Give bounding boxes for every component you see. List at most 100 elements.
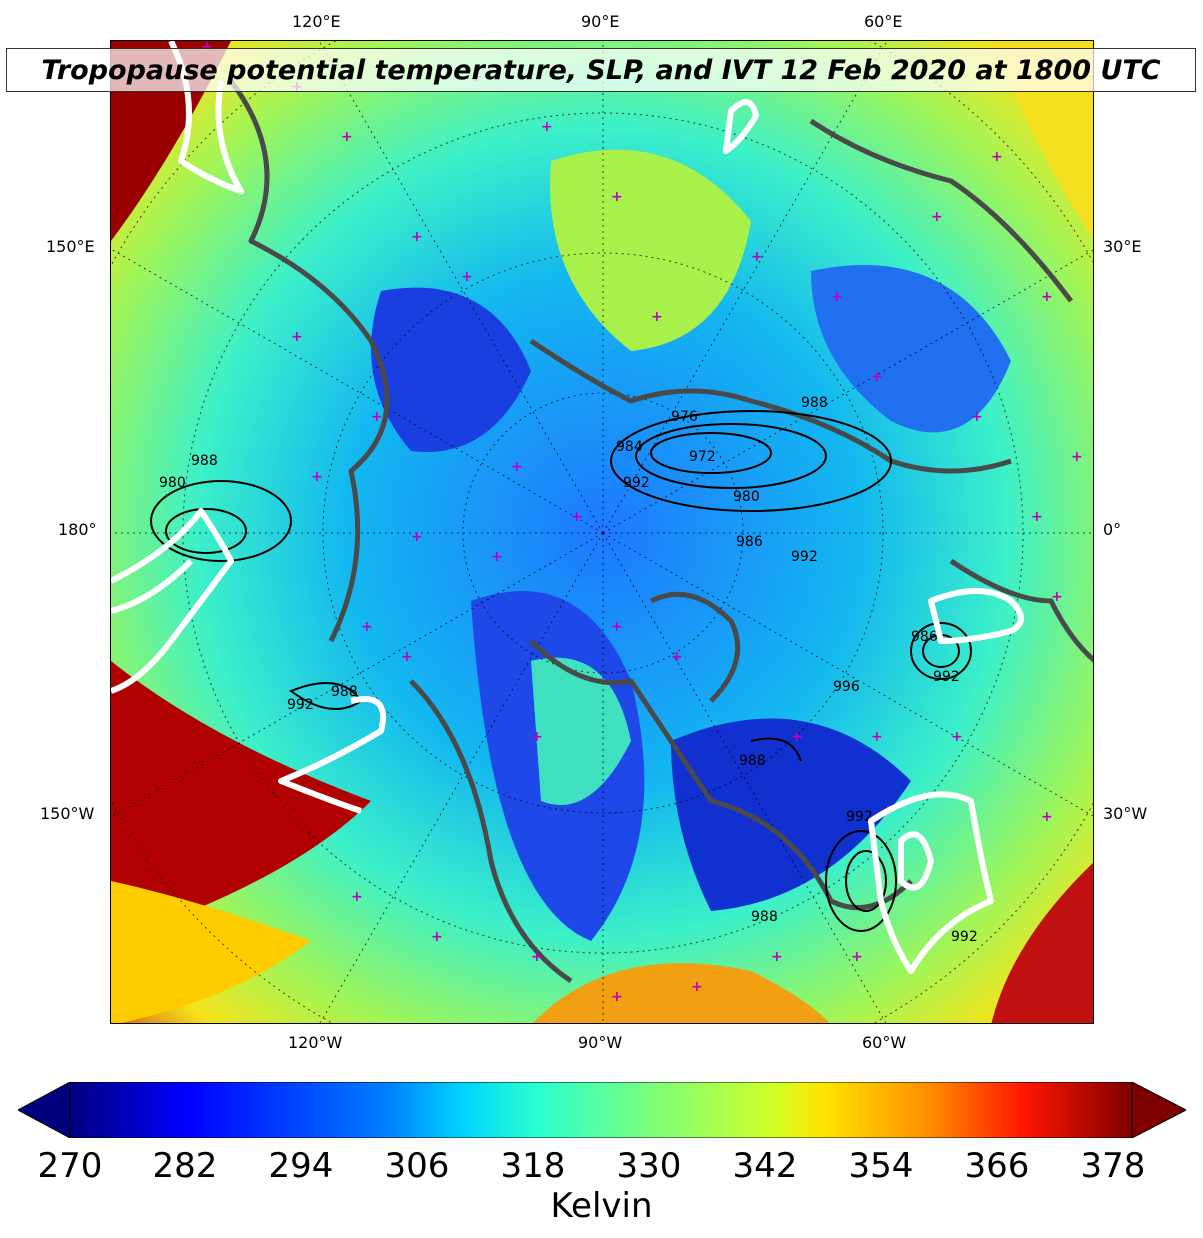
colorbar-tick: 330 — [616, 1146, 682, 1186]
svg-text:+: + — [1071, 449, 1083, 465]
colorbar-extend-max — [1131, 1082, 1186, 1138]
map-canvas: 988 980 972 976 984 992 980 988 986 992 … — [111, 41, 1093, 1023]
slp-label: 980 — [159, 475, 186, 491]
page-title: Tropopause potential temperature, SLP, a… — [41, 54, 1161, 86]
lon-label-top: 120°E — [292, 12, 341, 31]
svg-text:+: + — [1041, 809, 1053, 825]
map-panel: 988 980 972 976 984 992 980 988 986 992 … — [110, 40, 1094, 1024]
svg-text:+: + — [851, 949, 863, 965]
svg-text:+: + — [341, 129, 353, 145]
warm-region-sw2 — [111, 881, 311, 1023]
svg-text:+: + — [791, 729, 803, 745]
station-markers: + ++ +++ +++ +++ +++ +++ +++ +++ + + + +++ … — [201, 41, 1083, 1005]
slp-label: 988 — [739, 753, 766, 769]
slp-label: 992 — [846, 809, 873, 825]
svg-text:+: + — [531, 729, 543, 745]
svg-text:+: + — [1031, 509, 1043, 525]
svg-text:+: + — [751, 249, 763, 265]
slp-label: 992 — [933, 669, 960, 685]
svg-text:+: + — [611, 989, 623, 1005]
lon-label-bottom: 90°W — [578, 1033, 623, 1052]
svg-text:+: + — [831, 289, 843, 305]
svg-text:+: + — [611, 189, 623, 205]
slp-label: 996 — [833, 679, 860, 695]
lon-label-bottom: 120°W — [288, 1033, 343, 1052]
svg-text:+: + — [511, 459, 523, 475]
svg-text:+: + — [571, 509, 583, 525]
colorbar-tick: 306 — [384, 1146, 450, 1186]
lon-label-bottom: 60°W — [862, 1033, 907, 1052]
svg-text:+: + — [411, 529, 423, 545]
warm-region-s — [533, 963, 830, 1023]
lon-label-right: 0° — [1103, 520, 1122, 539]
svg-text:+: + — [461, 269, 473, 285]
colorbar-extend-min — [18, 1082, 71, 1138]
slp-label: 992 — [791, 549, 818, 565]
title-box: Tropopause potential temperature, SLP, a… — [6, 48, 1196, 92]
ridge-central — [531, 657, 631, 805]
svg-text:+: + — [351, 889, 363, 905]
svg-text:+: + — [871, 729, 883, 745]
svg-text:+: + — [401, 649, 413, 665]
svg-text:+: + — [771, 949, 783, 965]
slp-label: 988 — [801, 395, 828, 411]
svg-text:+: + — [871, 369, 883, 385]
colorbar — [18, 1082, 1186, 1138]
lon-label-left: 150°E — [46, 237, 95, 256]
cold-trough-4 — [811, 265, 1011, 433]
svg-text:+: + — [411, 229, 423, 245]
svg-text:+: + — [671, 649, 683, 665]
cold-trough-3 — [671, 718, 911, 911]
svg-text:+: + — [431, 929, 443, 945]
svg-text:+: + — [1041, 289, 1053, 305]
colorbar-tick: 378 — [1080, 1146, 1146, 1186]
slp-labels: 988 980 972 976 984 992 980 988 986 992 … — [159, 395, 978, 945]
coastlines — [228, 79, 1093, 984]
slp-label: 992 — [623, 475, 650, 491]
slp-label: 988 — [751, 909, 778, 925]
slp-label: 972 — [689, 449, 716, 465]
colorbar-tick: 342 — [732, 1146, 798, 1186]
svg-text:+: + — [1051, 589, 1063, 605]
svg-text:+: + — [651, 309, 663, 325]
svg-text:+: + — [361, 619, 373, 635]
colorbar-tick: 282 — [152, 1146, 218, 1186]
svg-text:+: + — [541, 119, 553, 135]
slp-label: 980 — [733, 489, 760, 505]
ridge-ne — [550, 149, 751, 351]
svg-text:+: + — [931, 209, 943, 225]
colorbar-tick: 318 — [500, 1146, 566, 1186]
svg-text:+: + — [991, 149, 1003, 165]
slp-contours — [150, 410, 972, 932]
ivt-contours — [111, 41, 1024, 974]
colorbar-tick: 354 — [848, 1146, 914, 1186]
svg-text:+: + — [291, 329, 303, 345]
colorbar-gradient — [69, 1082, 1133, 1138]
svg-text:+: + — [691, 979, 703, 995]
colorbar-tick: 366 — [964, 1146, 1030, 1186]
lon-label-right: 30°W — [1103, 804, 1148, 823]
slp-label: 992 — [287, 697, 314, 713]
svg-text:+: + — [971, 409, 983, 425]
lon-label-left: 180° — [58, 520, 97, 539]
colorbar-unit-label: Kelvin — [550, 1186, 653, 1226]
svg-text:+: + — [491, 549, 503, 565]
svg-text:+: + — [311, 469, 323, 485]
slp-label: 986 — [911, 629, 938, 645]
lon-label-left: 150°W — [40, 804, 95, 823]
svg-text:+: + — [611, 619, 623, 635]
slp-label: 984 — [616, 439, 643, 455]
slp-label: 992 — [951, 929, 978, 945]
slp-label: 976 — [671, 409, 698, 425]
svg-text:+: + — [951, 729, 963, 745]
lon-label-top: 60°E — [864, 12, 903, 31]
slp-label: 986 — [736, 534, 763, 550]
colorbar-tick: 294 — [268, 1146, 334, 1186]
slp-label: 988 — [191, 453, 218, 469]
warm-region-se — [991, 862, 1093, 1023]
lon-label-right: 30°E — [1103, 237, 1142, 256]
slp-label: 988 — [331, 684, 358, 700]
lon-label-top: 90°E — [581, 12, 620, 31]
svg-text:+: + — [531, 949, 543, 965]
cold-trough-1 — [371, 287, 531, 452]
